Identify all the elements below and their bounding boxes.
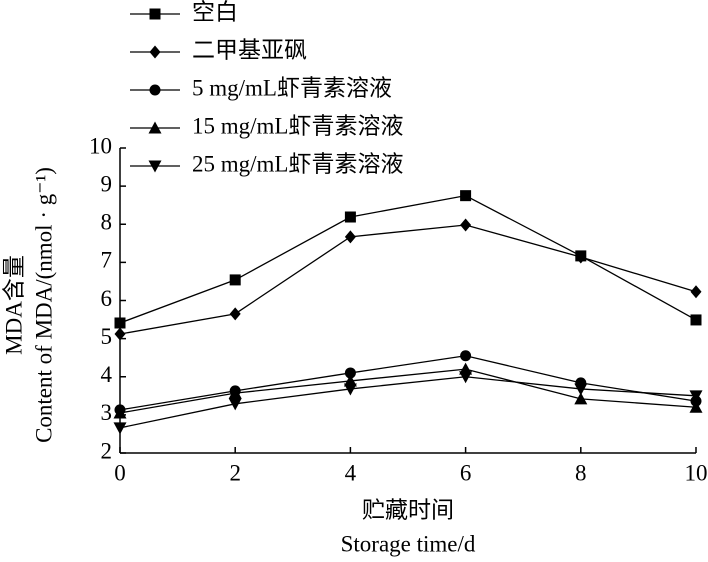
legend-label: 5 mg/mL虾青素溶液 [192, 75, 392, 100]
x-tick-label: 6 [460, 460, 472, 485]
marker [114, 317, 126, 329]
y-tick-label: 5 [101, 324, 113, 349]
series-line [119, 194, 697, 324]
y-tick-label: 3 [101, 400, 113, 425]
marker [574, 392, 588, 405]
marker [690, 285, 702, 299]
series-line [119, 355, 697, 411]
marker [460, 218, 472, 232]
x-tick-label: 2 [229, 460, 241, 485]
series-line [119, 368, 697, 414]
marker [459, 371, 473, 384]
y-tick-label: 10 [89, 133, 112, 158]
marker [228, 398, 242, 411]
legend-label: 二甲基亚砜 [192, 37, 307, 62]
marker [690, 314, 702, 326]
y-axis-label-en: Content of MDA/(nmol · g⁻¹) [31, 167, 56, 443]
marker [460, 190, 472, 202]
series-line [119, 376, 697, 429]
marker [343, 374, 357, 387]
y-tick-label: 4 [101, 362, 113, 387]
series-line [119, 224, 697, 335]
marker [689, 400, 703, 413]
marker [575, 250, 587, 264]
marker [114, 327, 126, 341]
marker [149, 45, 161, 59]
x-tick-label: 4 [345, 460, 357, 485]
x-axis-label-en: Storage time/d [341, 531, 476, 556]
y-tick-label: 2 [101, 438, 113, 463]
x-tick-label: 8 [575, 460, 587, 485]
marker [148, 121, 162, 134]
marker [344, 367, 356, 379]
x-tick-label: 0 [114, 460, 126, 485]
y-tick-label: 9 [101, 171, 113, 196]
y-tick-label: 6 [101, 286, 113, 311]
marker [229, 274, 241, 286]
legend-label: 空白 [192, 0, 238, 24]
marker [228, 386, 242, 399]
marker [149, 8, 161, 20]
marker [344, 230, 356, 244]
y-axis-label: MDA含量 [1, 255, 26, 355]
marker [229, 307, 241, 321]
marker [574, 383, 588, 396]
marker [113, 422, 127, 435]
legend-label: 15 mg/mL虾青素溶液 [192, 113, 403, 138]
marker [689, 390, 703, 403]
marker [343, 383, 357, 396]
y-tick-label: 7 [101, 248, 113, 273]
marker [148, 160, 162, 173]
x-tick-label: 10 [685, 460, 708, 485]
marker [344, 211, 356, 223]
y-tick-label: 8 [101, 210, 113, 235]
legend-label: 25 mg/mL虾青素溶液 [192, 151, 403, 176]
x-axis-label: 贮藏时间 [362, 497, 454, 522]
marker [149, 84, 161, 96]
marker [460, 350, 472, 362]
marker [113, 406, 127, 419]
